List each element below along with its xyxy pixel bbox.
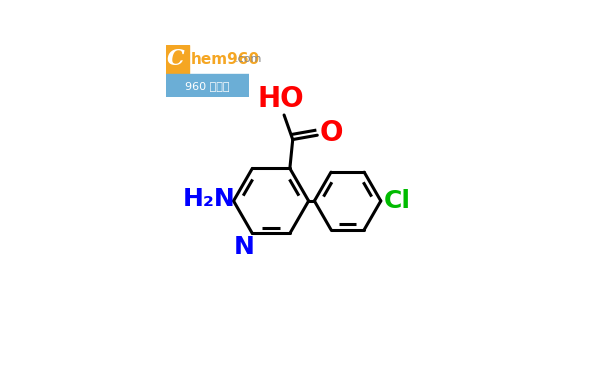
Text: N: N: [234, 235, 255, 259]
Text: O: O: [320, 119, 344, 147]
Text: HO: HO: [257, 85, 304, 113]
Text: Cl: Cl: [384, 189, 411, 213]
Text: H₂N: H₂N: [183, 188, 235, 211]
